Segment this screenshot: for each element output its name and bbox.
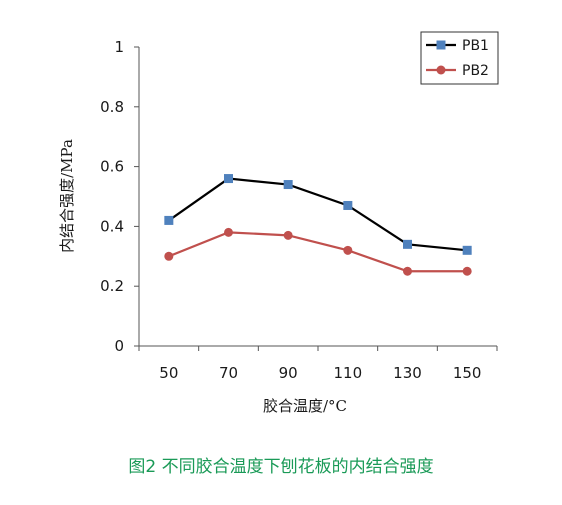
series-pb2 <box>164 227 472 276</box>
figure-caption: 图2 不同胶合温度下刨花板的内结合强度 <box>128 457 434 477</box>
x-tick-label: 130 <box>393 364 422 382</box>
data-point-pb1 <box>462 245 472 255</box>
data-point-pb1 <box>403 239 412 249</box>
series-pb1 <box>164 174 472 255</box>
x-tick-labels: 50 70 90 110 130 150 <box>159 364 481 382</box>
y-tick-label: 0.2 <box>100 277 124 295</box>
series-line-pb1 <box>168 177 468 252</box>
data-point-pb1 <box>343 200 353 210</box>
x-axis-title: 胶合温度/°C <box>263 397 347 415</box>
x-tick-label: 50 <box>159 364 178 382</box>
data-point-pb2 <box>343 245 353 255</box>
data-point-pb2 <box>403 266 412 276</box>
data-point-pb1 <box>283 180 293 190</box>
series-group <box>164 174 472 276</box>
y-tick-label: 0.8 <box>100 98 124 116</box>
y-tick-labels: 0 0.2 0.4 0.6 0.8 1 <box>100 38 124 355</box>
legend-box <box>420 31 499 85</box>
legend-item-pb2: PB2 <box>426 63 489 79</box>
data-point-pb1 <box>164 215 174 225</box>
legend-label-pb1: PB1 <box>462 38 489 54</box>
y-axis-title: 内结合强度/MPa <box>58 139 76 253</box>
legend-marker-pb1 <box>436 40 446 50</box>
y-tick-label: 0.4 <box>100 217 124 235</box>
line-chart: 0 0.2 0.4 0.6 0.8 1 50 70 90 110 130 150 内结合强度/MPa… <box>58 31 499 415</box>
x-tick-label: 110 <box>334 364 363 382</box>
y-tick-label: 0.6 <box>100 158 124 176</box>
series-line-pb2 <box>168 231 468 273</box>
data-point-pb2 <box>164 251 174 261</box>
y-tick-label: 0 <box>114 337 124 355</box>
legend: PB1 PB2 <box>420 31 499 85</box>
x-tick-label: 150 <box>453 364 482 382</box>
data-point-pb2 <box>283 230 293 240</box>
legend-marker-pb2 <box>436 65 446 75</box>
axes <box>134 46 498 351</box>
data-point-pb2 <box>462 266 472 276</box>
y-tick-label: 1 <box>114 38 124 56</box>
legend-item-pb1: PB1 <box>426 38 489 54</box>
x-tick-label: 90 <box>279 364 298 382</box>
data-point-pb1 <box>224 174 233 184</box>
x-tick-label: 70 <box>219 364 238 382</box>
legend-label-pb2: PB2 <box>462 63 489 79</box>
data-point-pb2 <box>224 227 233 237</box>
